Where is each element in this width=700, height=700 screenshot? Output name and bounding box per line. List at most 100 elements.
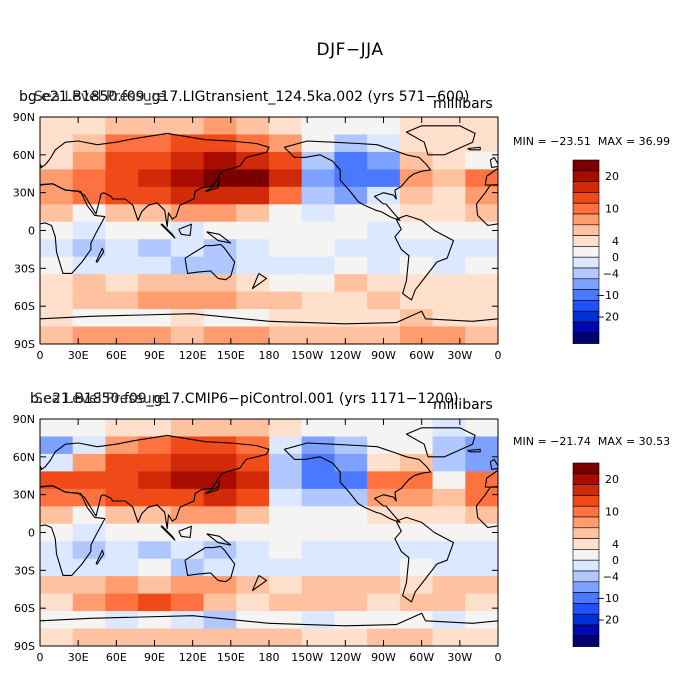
panel-2-field-cell [170, 611, 205, 630]
panel-1-field-cell [40, 326, 74, 344]
panel-2-field-cell [334, 593, 368, 612]
panel-2-field-cell [236, 576, 270, 595]
panel-1-x-tick-label: 60E [106, 349, 127, 362]
panel-2-field-cell [105, 506, 139, 525]
panel-1-field-cell [236, 239, 270, 258]
panel-1-max-label: MAX = 36.99 [597, 135, 671, 148]
panel-1-field-cell [203, 204, 237, 223]
panel-1-field-cell [269, 309, 303, 328]
panel-1-field-cell [40, 204, 74, 223]
panel-1-field-cell [72, 169, 107, 188]
panel-1-field-cell [138, 169, 172, 188]
panel-1-field-cell [334, 117, 368, 136]
panel-1-coastline [206, 231, 232, 244]
panel-2-field-cell [105, 419, 139, 438]
panel-2-field-cell [432, 436, 466, 455]
panel-2-field-cell [72, 453, 107, 472]
panel-2-field-cell [465, 576, 498, 595]
panel-1-field-cell [170, 134, 205, 153]
panel-1-colorbar-box [572, 170, 600, 182]
panel-1-field-cell [40, 221, 74, 240]
panel-2-field-cell [236, 419, 270, 438]
panel-2-field-cell [105, 523, 139, 542]
panel-2-field-cell [203, 628, 237, 646]
panel-2-colorbar-box [572, 549, 600, 561]
panel-2-field-cell [138, 611, 172, 630]
panel-1-colorbar-box [572, 278, 600, 290]
panel-1-field-cell [138, 134, 172, 153]
panel-2-coastline [251, 574, 268, 592]
panel-1-field-cell [399, 221, 434, 240]
panel-2-x-tick-label: 60E [106, 651, 127, 664]
panel-1-field-cell [236, 204, 270, 223]
panel-2-field-cell [138, 453, 172, 472]
panel-1-coastline [178, 223, 192, 237]
panel-2-field-cell [334, 576, 368, 595]
panel-1-field-cell [432, 326, 466, 344]
panel-2-colorbar-box [572, 603, 600, 615]
panel-2-coastline [178, 525, 192, 539]
panel-2-coastline [206, 533, 232, 546]
panel-1-field-cell [203, 221, 237, 240]
panel-2-field-cell [269, 593, 303, 612]
panel-2-field-cell [105, 488, 139, 507]
panel-1-field-cell [367, 291, 401, 310]
panel-2-colorbar-box [572, 570, 600, 583]
panel-2-field-cell [203, 558, 237, 577]
panel-1-colorbar-box [572, 224, 600, 236]
panel-2-field-cell [301, 593, 336, 612]
panel-2-field-cell [236, 488, 270, 507]
panel-2-field-cell [138, 558, 172, 577]
panel-1-field-cell [203, 169, 237, 188]
panel-2-field-cell [301, 471, 336, 490]
panel-2-field-cell [399, 506, 434, 525]
panel-1-field-cell [334, 151, 368, 170]
panel-2-field-cell [432, 453, 466, 472]
panel-2-field-cell [399, 611, 434, 630]
panel-2-x-tick-label: 120E [179, 651, 207, 664]
panel-2-x-tick-label: 0 [37, 651, 44, 664]
panel-1-field-cell [465, 186, 498, 205]
panel-1-coastline [394, 214, 455, 301]
panel-2-coastline [637, 526, 650, 537]
panel-2-field-cell [301, 523, 336, 542]
panel-1-field-cell [399, 134, 434, 153]
panel-1-field-cell [399, 186, 434, 205]
panel-2-field-cell [334, 506, 368, 525]
panel-1-field-cell [334, 169, 368, 188]
panel-1-coastline [637, 224, 650, 235]
panel-1-colorbar-box [572, 321, 600, 334]
panel-1-field-cell [269, 256, 303, 275]
panel-1-field-cell [138, 256, 172, 275]
panel-1-field-cell [269, 186, 303, 205]
panel-2-field-cell [170, 419, 205, 438]
panel-2-coastline [643, 546, 693, 581]
panel-2-field-cell [399, 558, 434, 577]
panel-2-colorbar-label: −20 [596, 614, 619, 627]
panel-1-x-tick-label: 60W [409, 349, 434, 362]
panel-2-field-cell [170, 436, 205, 455]
panel-1-field-cell [301, 134, 336, 153]
panel-1-field-cell [334, 326, 368, 344]
panel-2-coastline [405, 427, 476, 458]
panel-1-coastline [251, 272, 268, 290]
panel-1-coastline [205, 178, 220, 192]
panel-2-field-cell [301, 576, 336, 595]
panel-2-coastline [554, 550, 562, 564]
panel-1-colorbar-label: −20 [596, 311, 619, 324]
panel-1-field-cell [40, 186, 74, 205]
panel-1-field-cell [203, 186, 237, 205]
panel-1-field-cell [334, 291, 368, 310]
panel-1-field-cell [465, 326, 498, 344]
panel-1-field-cell [432, 186, 466, 205]
figure-title: DJF−JJA [316, 40, 384, 60]
panel-2-min-max: MIN = −21.74 MAX = 30.53 [513, 435, 670, 448]
panel-2-y-tick-label: 30N [13, 489, 35, 502]
panel-2-field-cell [138, 471, 172, 490]
panel-2-coastline [268, 612, 498, 627]
panel-1-field-cell [465, 221, 498, 240]
panel-2-field-cell [334, 453, 368, 472]
panel-1-field-cell [465, 309, 498, 328]
panel-2-field-cell [367, 558, 401, 577]
panel-2-field-cell [72, 628, 107, 646]
